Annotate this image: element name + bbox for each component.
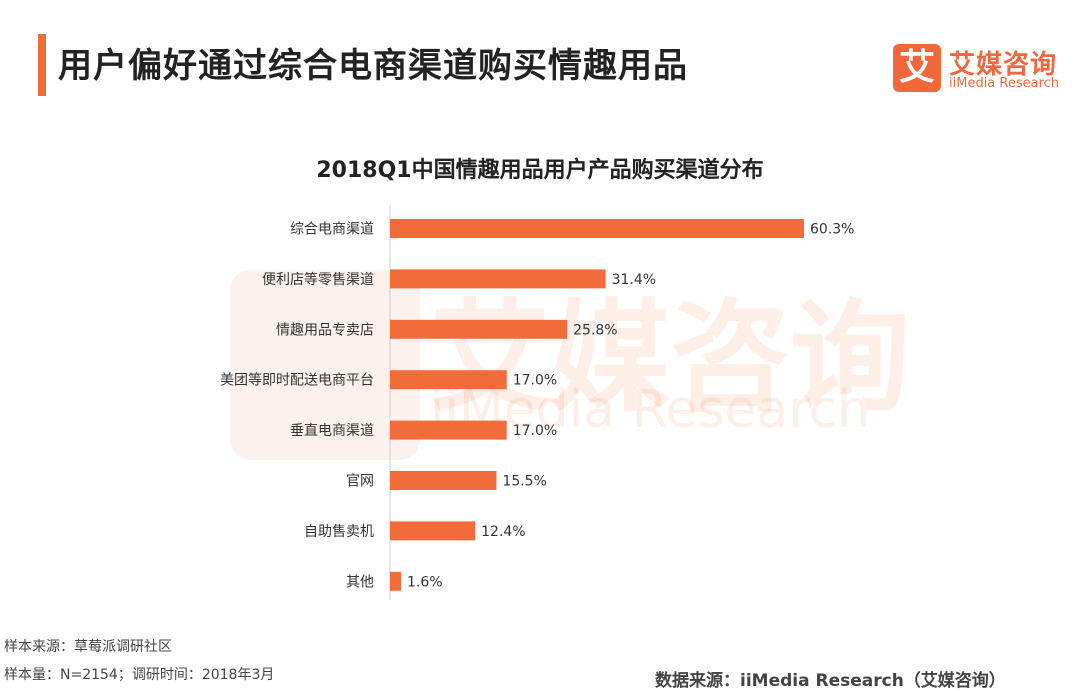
data-source: 数据来源：iiMedia Research（艾媒咨询）	[655, 671, 1006, 691]
bar	[390, 420, 507, 440]
logo: 艾 艾媒咨询 iiMedia Research	[893, 44, 1063, 94]
data-label: 17.0%	[513, 423, 557, 439]
data-label: 1.6%	[407, 574, 443, 590]
data-label: 12.4%	[481, 524, 525, 540]
category-label: 其他	[346, 574, 374, 590]
sample-source: 样本来源：草莓派调研社区	[4, 639, 172, 655]
category-label: 垂直电商渠道	[290, 422, 374, 439]
data-label: 15.5%	[502, 474, 546, 490]
sample-size: 样本量：N=2154；调研时间：2018年3月	[4, 667, 275, 683]
page-title: 用户偏好通过综合电商渠道购买情趣用品	[58, 46, 688, 86]
category-label: 美团等即时配送电商平台	[220, 372, 374, 389]
category-label: 情趣用品专卖店	[276, 322, 374, 338]
title-accent-bar	[38, 34, 46, 96]
logo-en: iiMedia Research	[949, 76, 1060, 91]
category-label: 官网	[346, 474, 374, 490]
data-label: 31.4%	[612, 272, 656, 288]
logo-mark: 艾	[893, 44, 941, 92]
category-label: 综合电商渠道	[290, 222, 374, 238]
category-label: 便利店等零售渠道	[262, 271, 374, 288]
bar	[390, 219, 804, 238]
data-label: 17.0%	[513, 373, 557, 389]
bar	[390, 471, 497, 490]
bar	[390, 319, 568, 339]
bar	[390, 571, 401, 591]
bar	[390, 521, 476, 541]
data-label: 25.8%	[573, 322, 617, 338]
data-label: 60.3%	[810, 222, 854, 238]
category-label: 自助售卖机	[304, 524, 374, 540]
logo-cn: 艾媒咨询	[949, 50, 1058, 80]
chart-title: 2018Q1中国情趣用品用户产品购买渠道分布	[316, 158, 764, 183]
bar	[390, 370, 507, 390]
bar	[390, 269, 606, 289]
